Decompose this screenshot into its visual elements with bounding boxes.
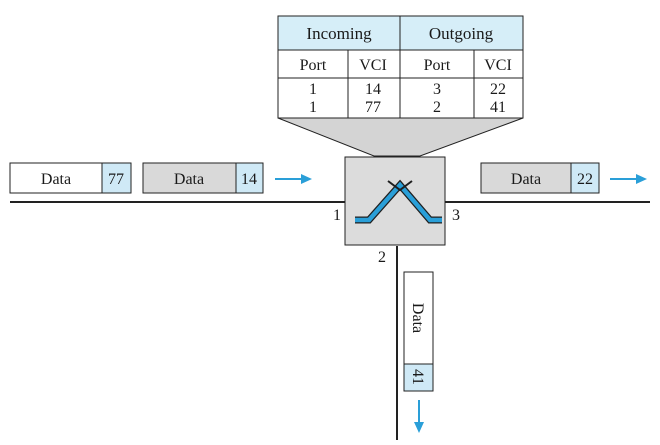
incoming-header: Incoming: [306, 24, 372, 43]
subheader-outgoing-port: Port: [424, 57, 451, 74]
port-label-2: 2: [378, 249, 386, 266]
table-cell: 22: [490, 81, 506, 98]
frame-vci-label: 14: [241, 171, 257, 188]
frame-incoming-77: Data 77: [9, 162, 132, 194]
table-cell: 1: [309, 81, 317, 98]
frame-incoming-14: Data 14: [142, 162, 264, 194]
port-label-1: 1: [333, 207, 341, 224]
switch-box: [344, 156, 446, 246]
frame-vci-label: 77: [108, 171, 124, 188]
table-cell: 3: [433, 81, 441, 98]
table-cell: 2: [433, 99, 441, 116]
port-label-3: 3: [452, 207, 460, 224]
frame-vci-label: 41: [409, 369, 426, 385]
arrow-right-icon: [610, 174, 647, 184]
subheader-outgoing-vci: VCI: [484, 57, 512, 74]
switching-table: Incoming Outgoing Port VCI Port VCI 1 14…: [277, 15, 524, 119]
table-cell: 41: [490, 99, 506, 116]
frame-data-label: Data: [174, 171, 204, 188]
table-cell: 1: [309, 99, 317, 116]
frame-outgoing-41: Data 41: [403, 271, 434, 392]
outgoing-header: Outgoing: [429, 24, 494, 43]
subheader-incoming-port: Port: [300, 57, 327, 74]
arrow-right-icon: [275, 174, 312, 184]
frame-data-label: Data: [409, 303, 426, 333]
subheader-incoming-vci: VCI: [359, 57, 387, 74]
table-cell: 77: [365, 99, 381, 116]
frame-data-label: Data: [41, 171, 71, 188]
frame-vci-label: 22: [577, 171, 593, 188]
frame-data-label: Data: [511, 171, 541, 188]
table-cell: 14: [365, 81, 381, 98]
table-callout-funnel: [277, 117, 524, 157]
frame-outgoing-22: Data 22: [480, 162, 600, 194]
arrow-down-icon: [414, 400, 424, 433]
